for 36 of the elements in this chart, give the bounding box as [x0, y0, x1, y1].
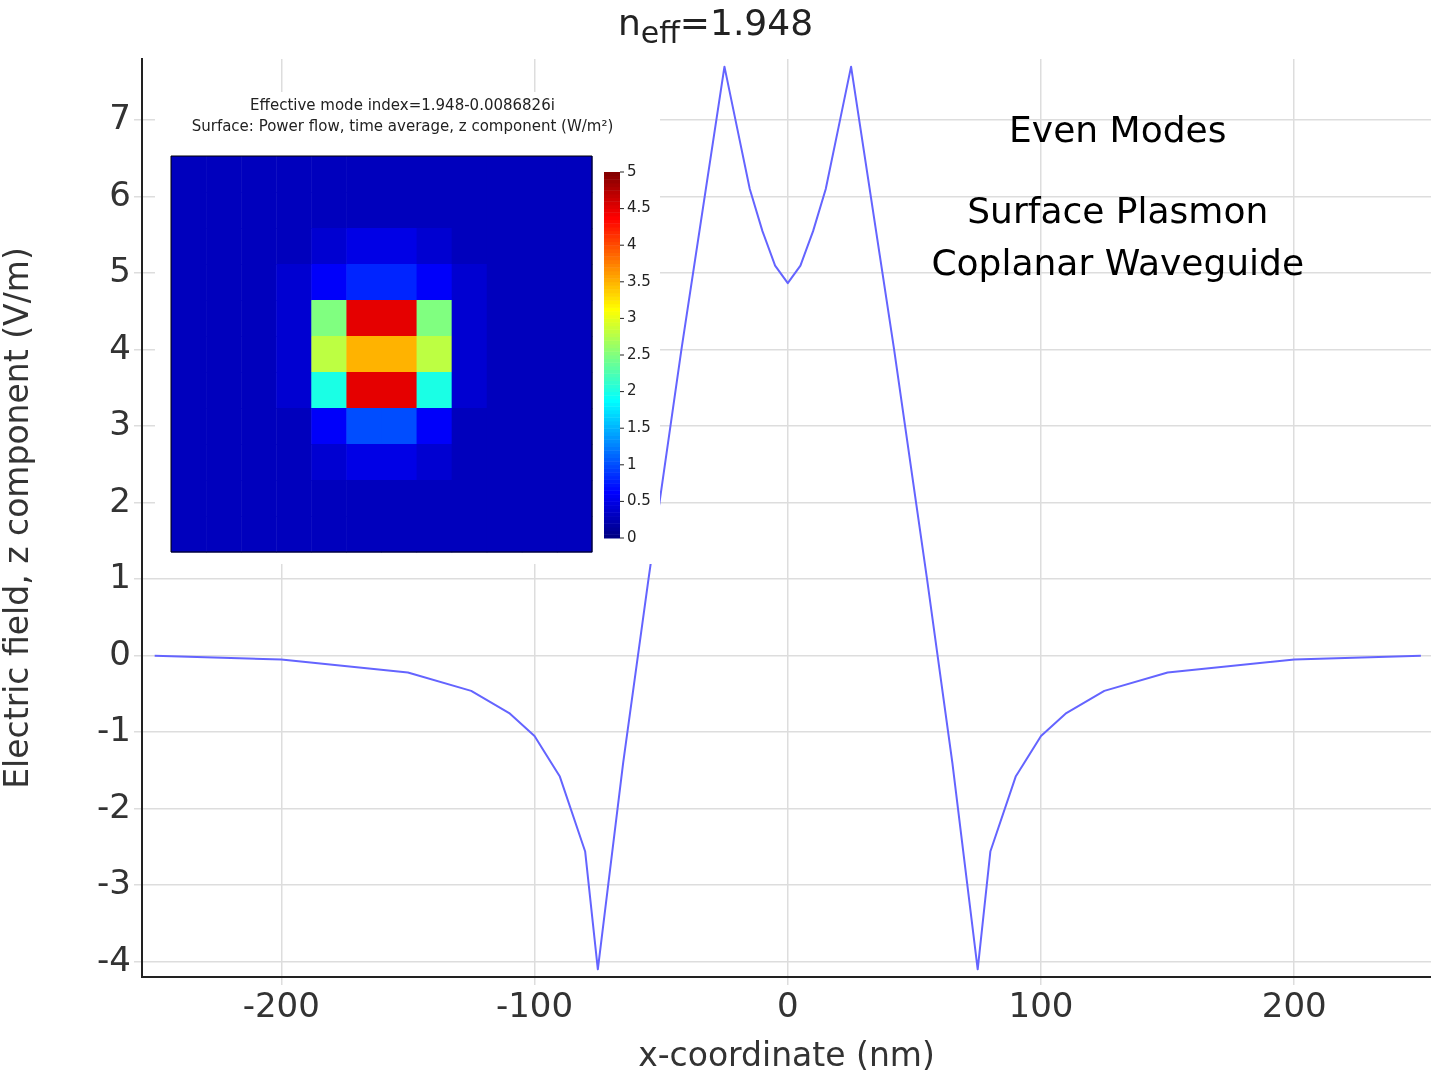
color-bar-label: 1	[627, 454, 637, 473]
color-bar-label: 5	[627, 161, 637, 180]
color-bar-label: 1.5	[627, 418, 651, 437]
color-bar-label: 4.5	[627, 198, 651, 217]
y-tick-label: -2	[97, 785, 131, 826]
x-tick-label: 200	[1261, 985, 1327, 1026]
y-tick-label: -1	[97, 709, 131, 750]
color-bar-label: 4	[627, 235, 637, 254]
color-bar-label: 0	[627, 527, 637, 546]
y-tick-label: -3	[97, 862, 131, 903]
annotation: Surface Plasmon	[967, 190, 1269, 232]
annotation: Coplanar Waveguide	[931, 242, 1305, 284]
color-bar-label: 3.5	[627, 271, 651, 290]
color-bar-label: 3	[627, 308, 637, 327]
y-tick-label: 5	[109, 250, 131, 291]
y-tick-label: 7	[109, 97, 131, 138]
y-tick-label: 1	[109, 556, 131, 597]
x-tick-label: 100	[1008, 985, 1074, 1026]
x-tick-label: -100	[495, 985, 574, 1026]
color-bar-label: 2	[627, 381, 637, 400]
y-tick-label: 6	[109, 173, 131, 214]
chart-title: n$_{eff}$=1.948	[616, 2, 815, 51]
chart-subtitle: Surface: Power flow, time average, z component (W/m²)	[190, 117, 615, 135]
chart-title: Effective mode index=1.948-0.0086826i	[249, 96, 556, 114]
annotation: Even Modes	[1009, 109, 1227, 151]
y-tick-label: 0	[109, 632, 131, 673]
x-axis-title: x-coordinate (nm)	[638, 1034, 935, 1074]
y-axis-title: Electric field, z component (V/m)	[0, 247, 37, 789]
x-tick-label: -200	[242, 985, 320, 1026]
y-tick-label: 4	[109, 326, 131, 367]
x-tick-label: 0	[776, 985, 799, 1026]
y-tick-label: -4	[97, 938, 131, 979]
color-bar-label: 2.5	[627, 344, 651, 363]
y-tick-label: 2	[109, 479, 131, 520]
y-tick-label: 3	[109, 403, 131, 444]
color-bar-label: 0.5	[627, 491, 651, 510]
